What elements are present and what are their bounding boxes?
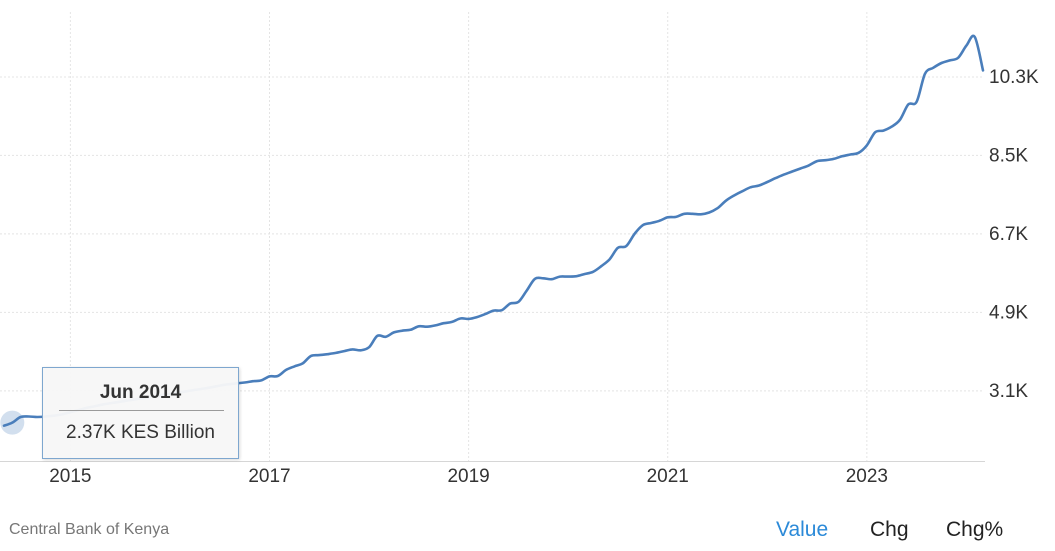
x-tick-label: 2019 (447, 466, 489, 487)
y-tick-label: 3.1K (989, 381, 1028, 402)
chg-percent-toggle[interactable]: Chg% (946, 518, 1004, 541)
x-tick-label: 2015 (49, 466, 91, 487)
y-tick-label: 10.3K (989, 67, 1039, 88)
y-axis: 3.1K 4.9K 6.7K 8.5K 10.3K (989, 67, 1039, 402)
tooltip-divider (59, 410, 224, 411)
hover-point (0, 410, 25, 435)
y-tick-label: 4.9K (989, 302, 1028, 323)
source-label: Central Bank of Kenya (9, 521, 170, 538)
y-tick-label: 6.7K (989, 224, 1028, 245)
gridlines (0, 12, 983, 461)
x-tick-label: 2021 (647, 466, 689, 487)
tooltip-value: 2.37K KES Billion (66, 422, 215, 443)
value-toggle[interactable]: Value (776, 518, 829, 541)
tooltip-date: Jun 2014 (99, 382, 182, 403)
chg-toggle[interactable]: Chg (870, 518, 909, 541)
x-tick-label: 2023 (846, 466, 888, 487)
x-tick-label: 2017 (248, 466, 290, 487)
y-tick-label: 8.5K (989, 145, 1028, 166)
tooltip: Jun 2014 2.37K KES Billion (42, 367, 239, 459)
x-axis: 2015 2017 2019 2021 2023 (49, 466, 888, 487)
